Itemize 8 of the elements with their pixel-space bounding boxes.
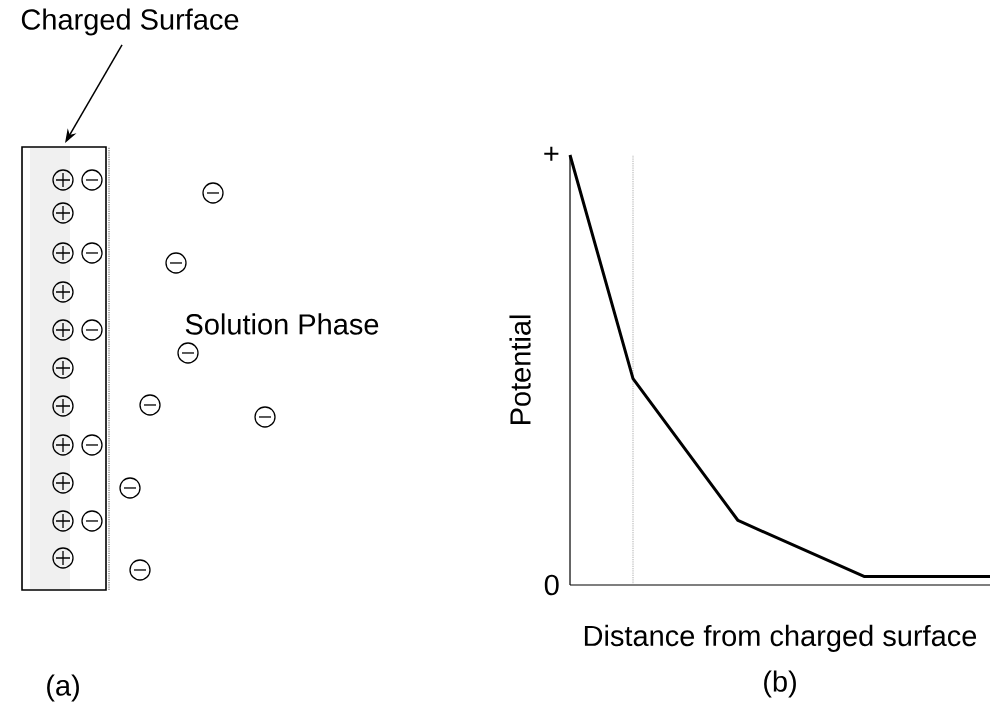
text: Charged Surface [21, 8, 239, 36]
text: (a) [47, 674, 79, 702]
x-axis-title: Distance from charged surface [584, 624, 977, 652]
text: + [544, 146, 559, 161]
text: Solution Phase [185, 313, 379, 335]
text: 0 [544, 574, 559, 596]
text: (b) [764, 670, 796, 698]
y-axis-title: Potential [509, 315, 531, 425]
